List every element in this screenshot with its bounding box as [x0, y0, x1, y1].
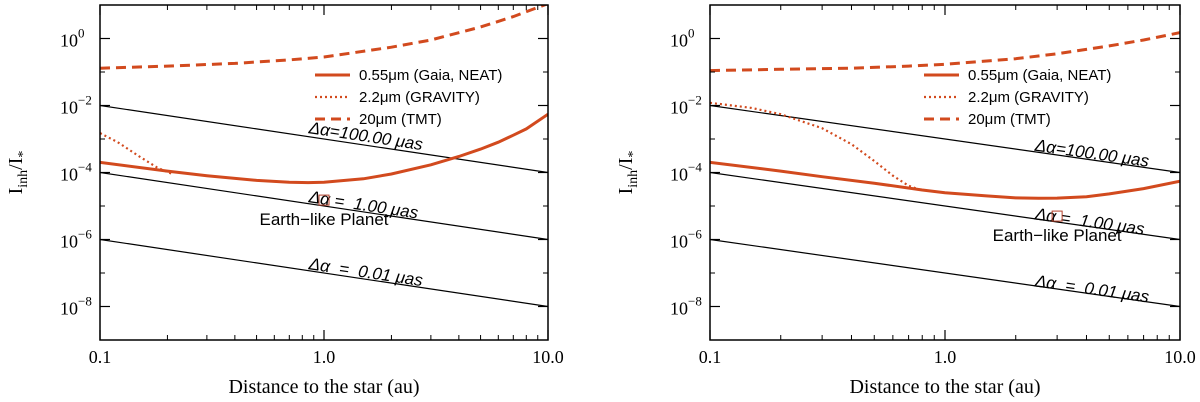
- legend-label: 20μm (TMT): [359, 111, 442, 128]
- legend-label: 0.55μm (Gaia, NEAT): [359, 67, 502, 84]
- earth-like-planet-label: Earth−like Planet: [993, 226, 1122, 245]
- x-axis-title: Distance to the star (au): [849, 376, 1040, 398]
- reference-line-label: Δα=100.00 μas: [1033, 136, 1151, 171]
- y-tick-label: 100: [670, 26, 695, 51]
- y-tick-label: 100: [60, 26, 85, 51]
- y-tick-label: 10−2: [60, 93, 92, 118]
- y-tick-label: 10−2: [670, 93, 702, 118]
- y-tick-label: 10−4: [670, 160, 702, 185]
- legend-label: 20μm (TMT): [968, 111, 1051, 128]
- y-axis-title: Iinh/I*: [615, 151, 641, 195]
- x-tick-label: 0.1: [89, 347, 112, 367]
- legend: 0.55μm (Gaia, NEAT) 2.2μm (GRAVITY) 20μm (…: [924, 67, 1111, 128]
- series-line: [710, 101, 923, 192]
- earth-like-planet-label: Earth−like Planet: [260, 210, 389, 229]
- legend-label: 0.55μm (Gaia, NEAT): [968, 67, 1111, 84]
- x-tick-label: 0.1: [699, 347, 722, 367]
- y-axis-title: Iinh/I*: [5, 151, 31, 195]
- y-tick-label: 10−6: [60, 227, 92, 252]
- y-tick-label: 10−8: [670, 294, 702, 319]
- reference-line-label: Δα = 0.01 μas: [307, 254, 425, 290]
- legend-label: 2.2μm (GRAVITY): [968, 89, 1089, 106]
- x-tick-label: 10.0: [1164, 347, 1196, 367]
- reference-line: [710, 104, 1180, 174]
- y-tick-label: 10−4: [60, 160, 92, 185]
- reference-line: [100, 238, 548, 308]
- reference-line-label: Δα = 0.01 μas: [1033, 271, 1151, 306]
- legend-label: 2.2μm (GRAVITY): [359, 89, 480, 106]
- earth-like-planet-marker: [1051, 210, 1063, 222]
- x-axis-title: Distance to the star (au): [228, 376, 419, 398]
- reference-line: [710, 238, 1180, 308]
- series-line: [710, 31, 1180, 73]
- x-tick-label: 1.0: [934, 347, 957, 367]
- legend: 0.55μm (Gaia, NEAT) 2.2μm (GRAVITY) 20μm (…: [315, 67, 502, 128]
- x-tick-label: 1.0: [313, 347, 336, 367]
- series-line: [100, 5, 548, 70]
- series-line: [710, 160, 1180, 200]
- reference-line: [100, 104, 548, 174]
- y-tick-label: 10−8: [60, 294, 92, 319]
- earth-like-planet-marker: [318, 194, 330, 206]
- reference-line: [710, 171, 1180, 241]
- reference-line: [100, 171, 548, 241]
- series-line: [100, 132, 173, 176]
- y-tick-label: 10−6: [670, 227, 702, 252]
- x-tick-label: 10.0: [532, 347, 564, 367]
- series-line: [100, 112, 548, 185]
